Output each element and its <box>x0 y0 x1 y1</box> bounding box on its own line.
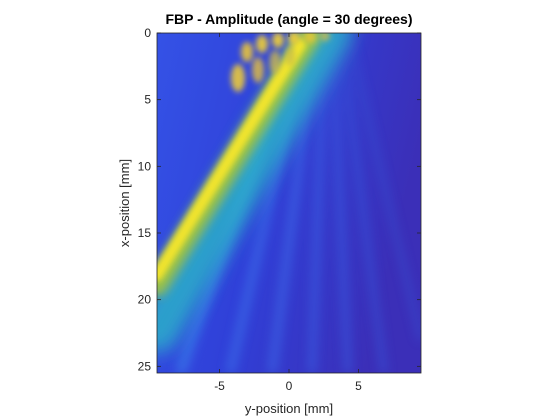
x-tick-label: -5 <box>214 379 225 393</box>
x-tick-label: 0 <box>286 379 293 393</box>
y-axis-label: x-position [mm] <box>117 159 132 247</box>
y-tick-label: 5 <box>144 93 151 107</box>
y-tick-label: 10 <box>138 159 152 173</box>
x-tick-label: 5 <box>355 379 362 393</box>
y-tick-label: 25 <box>138 359 152 373</box>
x-axis-label: y-position [mm] <box>245 401 333 416</box>
x-axis: -5 0 5 <box>214 33 362 393</box>
y-axis: 0 5 10 15 20 25 <box>138 26 421 373</box>
chart-title: FBP - Amplitude (angle = 30 degrees) <box>165 11 412 27</box>
y-tick-label: 0 <box>144 26 151 40</box>
y-tick-label: 20 <box>138 293 152 307</box>
heatmap-image <box>157 33 421 373</box>
y-tick-label: 15 <box>138 226 152 240</box>
plot-area: -5 0 5 0 5 10 15 20 25 <box>138 26 422 393</box>
near-field-lobes <box>231 33 330 92</box>
